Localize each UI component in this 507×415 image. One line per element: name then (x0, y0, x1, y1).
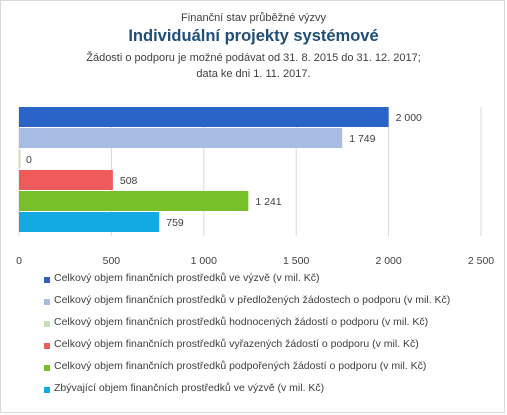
bar-5 (19, 212, 160, 232)
bar-value-label-1: 1 749 (349, 133, 375, 145)
legend-swatch (44, 277, 50, 283)
legend-swatch (44, 299, 50, 305)
bar-1 (19, 128, 343, 148)
bar-3 (19, 170, 113, 190)
legend-label: Celkový objem finančních prostředků podp… (54, 360, 427, 372)
bar-value-label-4: 1 241 (255, 196, 281, 208)
x-tick-label-3: 1 500 (283, 255, 309, 267)
bar-value-label-5: 759 (166, 217, 184, 229)
legend-label: Celkový objem finančních prostředků v př… (54, 294, 451, 306)
bar-0 (19, 107, 389, 127)
legend-label: Celkový objem finančních prostředků ve v… (54, 272, 320, 284)
legend-swatch (44, 387, 50, 393)
legend-label: Celkový objem finančních prostředků vyřa… (54, 338, 419, 350)
x-tick-label-1: 500 (103, 255, 121, 267)
chart-subtitle-line-2: data ke dni 1. 11. 2017. (196, 68, 311, 80)
legend-label: Zbývající objem finančních prostředků ve… (54, 382, 325, 394)
bar-2 (19, 150, 21, 168)
x-tick-label-2: 1 000 (191, 255, 217, 267)
legend-swatch (44, 343, 50, 349)
legend-swatch (44, 321, 50, 327)
chart-title: Individuální projekty systémové (128, 27, 379, 45)
x-tick-label-0: 0 (16, 255, 22, 267)
legend-label: Celkový objem finančních prostředků hodn… (54, 316, 429, 328)
x-tick-label-4: 2 000 (375, 255, 401, 267)
chart-subtitle-line-1: Žádosti o podporu je možné podávat od 31… (86, 52, 421, 64)
bar-value-label-2: 0 (26, 154, 32, 166)
bar-value-label-0: 2 000 (396, 112, 422, 124)
x-tick-label-5: 2 500 (468, 255, 494, 267)
legend-swatch (44, 365, 50, 371)
chart-suptitle: Finanční stav průběžné výzvy (181, 12, 326, 24)
bar-value-label-3: 508 (120, 175, 138, 187)
bar-4 (19, 191, 249, 211)
